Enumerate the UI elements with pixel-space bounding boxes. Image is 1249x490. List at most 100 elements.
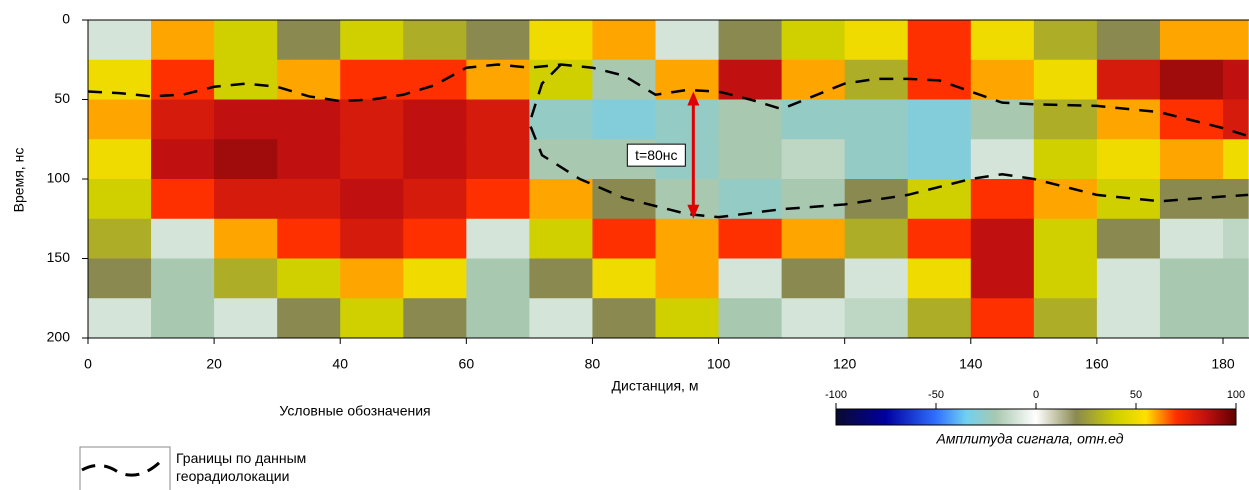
x-tick-label: 0 <box>84 356 92 372</box>
cell <box>1034 298 1098 338</box>
y-axis-label: Время, нс <box>11 148 27 213</box>
cell <box>1034 259 1098 299</box>
cell <box>971 298 1035 338</box>
cell <box>971 100 1035 140</box>
cell <box>1223 60 1249 100</box>
colorbar-tick-label: 50 <box>1130 389 1142 401</box>
cell <box>403 298 467 338</box>
cell <box>845 298 909 338</box>
cell <box>1097 60 1161 100</box>
cell <box>1160 219 1224 259</box>
cell <box>529 179 593 219</box>
cell <box>340 100 404 140</box>
x-tick-label: 80 <box>585 356 601 372</box>
cell <box>151 20 215 60</box>
cell <box>214 259 278 299</box>
cell <box>277 219 341 259</box>
cell <box>782 20 846 60</box>
cell <box>151 139 215 179</box>
cell <box>782 259 846 299</box>
cell <box>277 139 341 179</box>
cell <box>908 100 972 140</box>
cell <box>1034 179 1098 219</box>
cell <box>592 60 656 100</box>
cell <box>403 20 467 60</box>
cell <box>1160 298 1224 338</box>
cell <box>214 100 278 140</box>
cell <box>1160 259 1224 299</box>
x-tick-label: 40 <box>332 356 348 372</box>
colorbar-label: Амплитуда сигнала, отн.ед <box>936 431 1124 447</box>
cell <box>782 139 846 179</box>
cell <box>656 179 720 219</box>
cell <box>1097 100 1161 140</box>
cell <box>656 298 720 338</box>
cell <box>782 219 846 259</box>
page: Время, нс Дистанция, м Амплитуда сигнала… <box>0 0 1249 490</box>
cell <box>466 20 530 60</box>
cell <box>971 179 1035 219</box>
cell <box>340 139 404 179</box>
cell <box>403 179 467 219</box>
cell <box>466 298 530 338</box>
cell <box>340 20 404 60</box>
x-axis-label: Дистанция, м <box>612 378 699 394</box>
cell <box>782 179 846 219</box>
cell <box>529 298 593 338</box>
y-tick-label: 0 <box>62 11 70 27</box>
x-tick-label: 100 <box>707 356 731 372</box>
chart: Время, нс Дистанция, м Амплитуда сигнала… <box>0 0 1249 490</box>
cell <box>1034 100 1098 140</box>
cell <box>403 219 467 259</box>
x-tick-label: 20 <box>206 356 222 372</box>
cell <box>1223 179 1249 219</box>
cell <box>529 259 593 299</box>
cell <box>277 100 341 140</box>
cell <box>719 259 783 299</box>
cell <box>214 219 278 259</box>
cell <box>1160 139 1224 179</box>
cell <box>340 179 404 219</box>
y-tick-label: 100 <box>47 170 71 186</box>
cell <box>656 219 720 259</box>
cell <box>340 259 404 299</box>
annotation-text: t=80нс <box>635 147 677 163</box>
cell <box>782 60 846 100</box>
cell <box>88 20 152 60</box>
cell <box>908 139 972 179</box>
cell <box>845 179 909 219</box>
cell <box>277 60 341 100</box>
cell <box>656 60 720 100</box>
cell <box>845 139 909 179</box>
legend-title: Условные обозначения <box>279 403 430 419</box>
cell <box>214 20 278 60</box>
cell <box>592 259 656 299</box>
cell <box>88 139 152 179</box>
cell <box>214 60 278 100</box>
cell <box>1097 139 1161 179</box>
cell <box>403 60 467 100</box>
cell <box>466 139 530 179</box>
cell <box>1223 298 1249 338</box>
cell <box>277 179 341 219</box>
colorbar-tick-label: -50 <box>928 389 944 401</box>
x-tick-label: 160 <box>1085 356 1109 372</box>
cell <box>466 179 530 219</box>
cell <box>845 219 909 259</box>
cell <box>403 139 467 179</box>
cell <box>151 219 215 259</box>
cell <box>466 219 530 259</box>
cell <box>403 100 467 140</box>
legend-entry: Границы по данным георадиолокации <box>176 449 366 485</box>
cell <box>1223 259 1249 299</box>
cell <box>529 139 593 179</box>
cell <box>529 100 593 140</box>
cell <box>88 259 152 299</box>
cell <box>592 219 656 259</box>
x-tick-label: 60 <box>459 356 475 372</box>
cell <box>1223 139 1249 179</box>
cell <box>656 100 720 140</box>
cell <box>971 20 1035 60</box>
cell <box>719 298 783 338</box>
cell <box>908 219 972 259</box>
